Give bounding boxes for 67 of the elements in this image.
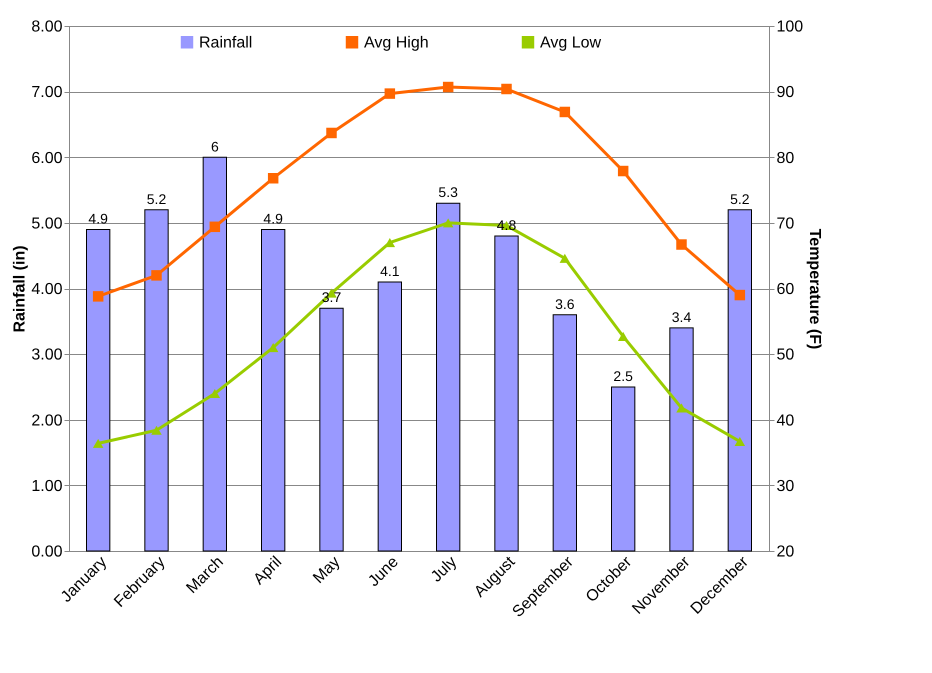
y-tick-label: 7.00 xyxy=(31,84,63,102)
y2-tick-label: 20 xyxy=(776,544,794,560)
point xyxy=(676,403,687,412)
point xyxy=(268,173,278,184)
point xyxy=(618,166,628,176)
y-tick-label: 4.00 xyxy=(31,281,63,298)
y2-tick-label: 100 xyxy=(776,18,804,36)
legend-label: Avg Low xyxy=(540,34,602,52)
point xyxy=(734,436,746,446)
y-tick-label: 3.00 xyxy=(31,346,63,364)
y2-tick-label: 90 xyxy=(776,84,794,102)
y-tick-label: 6.00 xyxy=(31,150,63,167)
y-axis-title: Rainfall (in) xyxy=(11,245,28,333)
point xyxy=(442,82,454,92)
point xyxy=(676,239,687,250)
x-tick-label: July xyxy=(428,554,460,586)
y2-tick-label: 80 xyxy=(776,150,794,167)
y-tick-label: 0.00 xyxy=(31,544,63,560)
point xyxy=(734,290,746,300)
data-label: 5.3 xyxy=(438,184,458,200)
data-label: 3.4 xyxy=(672,308,692,325)
bar xyxy=(319,308,344,552)
point xyxy=(442,218,454,228)
data-label: 4.1 xyxy=(380,262,400,279)
bar xyxy=(144,209,169,552)
bar xyxy=(552,314,577,552)
data-label: 4.9 xyxy=(263,210,284,226)
data-label: 5.2 xyxy=(730,190,750,207)
data-label: 3.6 xyxy=(555,296,575,312)
y2-tick-label: 60 xyxy=(776,281,794,298)
y2-tick-label: 40 xyxy=(776,412,794,430)
point xyxy=(92,438,104,448)
bar xyxy=(494,236,519,552)
data-label: 2.5 xyxy=(613,368,634,384)
y2-axis-title: Temperature (F) xyxy=(806,228,824,350)
point xyxy=(326,128,337,138)
point xyxy=(618,332,628,341)
y2-tick-label: 70 xyxy=(776,215,794,232)
y-tick-label: 2.00 xyxy=(31,412,63,430)
point xyxy=(560,106,570,118)
legend-label: Rainfall xyxy=(199,34,252,52)
point xyxy=(501,84,512,94)
point xyxy=(210,222,220,232)
data-label: 6 xyxy=(210,138,219,154)
y-tick-label: 8.00 xyxy=(31,18,63,36)
x-tick-label: May xyxy=(310,554,344,587)
bar xyxy=(86,228,110,552)
bar xyxy=(261,228,286,552)
y2-tick-label: 50 xyxy=(776,346,794,364)
point xyxy=(92,291,104,302)
y2-tick-label: 30 xyxy=(776,478,794,495)
point xyxy=(210,388,220,398)
legend-label: Avg High xyxy=(364,34,429,52)
data-label: 4.9 xyxy=(88,210,108,226)
point xyxy=(560,254,570,263)
bar xyxy=(378,281,402,552)
bar xyxy=(202,156,227,552)
point xyxy=(384,88,396,99)
bar xyxy=(669,327,694,552)
y-tick-label: 1.00 xyxy=(31,478,63,495)
bar xyxy=(611,386,636,552)
data-label: 5.2 xyxy=(146,190,166,207)
y-tick-label: 5.00 xyxy=(31,215,63,232)
bar xyxy=(728,209,752,552)
point xyxy=(151,426,162,435)
bar xyxy=(436,202,460,552)
point xyxy=(151,270,162,281)
